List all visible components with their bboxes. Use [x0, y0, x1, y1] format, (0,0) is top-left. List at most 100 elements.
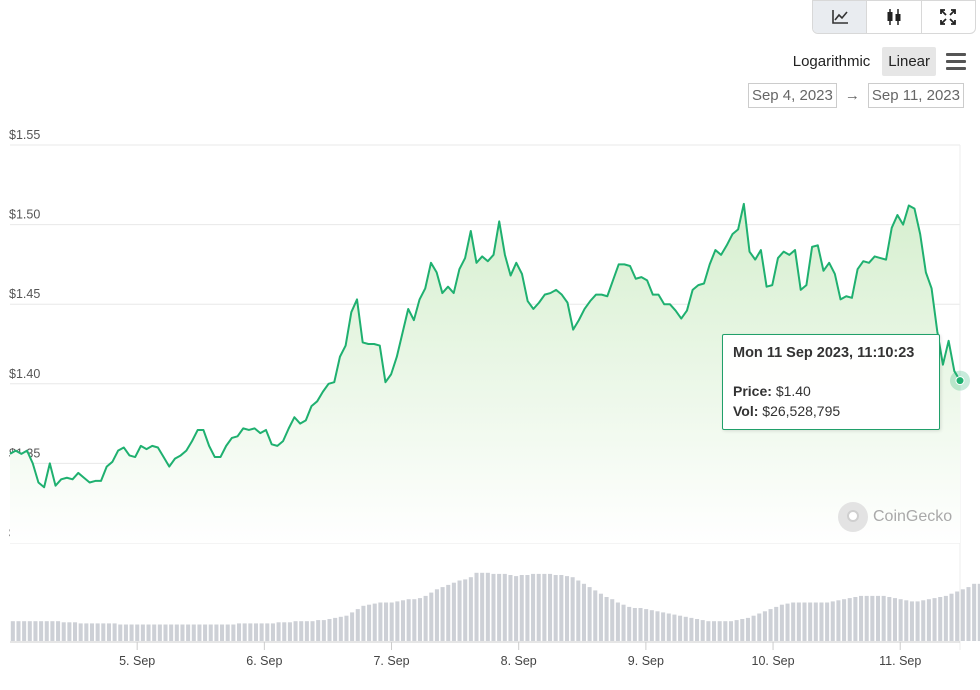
volume-bar	[287, 622, 292, 641]
tooltip-volume-row: Vol: $26,528,795	[733, 401, 929, 421]
volume-bar	[508, 575, 513, 641]
x-tick-label: 11. Sep	[879, 654, 921, 668]
volume-bar	[491, 573, 496, 641]
volume-bar	[728, 621, 734, 641]
volume-bar	[514, 576, 519, 641]
volume-bar	[50, 621, 55, 641]
volume-bar	[502, 573, 507, 641]
volume-bar	[293, 621, 298, 641]
volume-bar	[22, 621, 27, 641]
volume-bar	[649, 610, 654, 641]
volume-bar	[610, 599, 615, 641]
volume-bar	[157, 624, 162, 641]
scale-selector: Logarithmic Linear	[787, 46, 966, 76]
volume-bar	[604, 597, 609, 641]
date-range: Sep 4, 2023 → Sep 11, 2023	[747, 82, 964, 108]
volume-bar	[123, 624, 128, 641]
fullscreen-icon	[940, 9, 957, 25]
volume-bar	[44, 621, 49, 641]
volume-bar	[531, 573, 536, 641]
volume-bar	[106, 623, 111, 641]
volume-bar	[282, 622, 287, 641]
volume-bar	[186, 624, 191, 641]
y-tick-label: $1.50	[9, 208, 40, 222]
volume-bar	[463, 579, 468, 641]
volume-bar	[236, 623, 242, 641]
volume-bar	[836, 600, 841, 641]
chart-tooltip: Mon 11 Sep 2023, 11:10:23 Price: $1.40 V…	[722, 334, 940, 430]
volume-bar	[977, 583, 980, 641]
hover-marker	[955, 376, 965, 386]
volume-bar	[265, 623, 270, 641]
volume-bar	[56, 621, 61, 641]
tooltip-timestamp: Mon 11 Sep 2023, 11:10:23	[733, 345, 915, 361]
volume-bar	[485, 572, 490, 641]
volume-bar	[276, 622, 281, 641]
volume-bar	[140, 624, 145, 641]
candlestick-button[interactable]	[867, 1, 922, 33]
volume-bar	[542, 573, 547, 641]
volume-bar	[225, 624, 230, 641]
volume-bar	[400, 600, 406, 641]
range-end-input[interactable]: Sep 11, 2023	[867, 82, 964, 108]
volume-bar	[451, 582, 456, 641]
linear-option[interactable]: Linear	[882, 46, 936, 76]
volume-bar	[253, 623, 259, 641]
volume-bar	[367, 604, 372, 641]
volume-bar	[898, 599, 903, 641]
volume-bar	[689, 617, 694, 641]
volume-bar	[785, 603, 790, 641]
y-tick-label: $1.45	[9, 287, 40, 301]
x-tick-label: 8. Sep	[501, 654, 537, 668]
volume-bar	[457, 580, 462, 641]
volume-bar	[644, 609, 649, 641]
volume-bar	[434, 589, 439, 641]
volume-bar	[214, 624, 219, 641]
volume-bar	[887, 597, 892, 641]
volume-bar	[61, 622, 66, 641]
volume-bar	[881, 595, 886, 641]
fullscreen-button[interactable]	[922, 1, 975, 33]
volume-bar	[333, 617, 338, 641]
x-axis: 5. Sep 6. Sep 7. Sep 8. Sep 9. Sep 10. Sep 11.…	[10, 641, 960, 668]
candlestick-icon	[887, 9, 901, 25]
volume-bar	[672, 614, 677, 641]
volume-bar	[203, 624, 208, 641]
range-start-input[interactable]: Sep 4, 2023	[747, 82, 837, 108]
volume-bar	[270, 623, 275, 641]
hamburger-menu-icon[interactable]	[946, 52, 966, 70]
y-tick-label: $1.55	[9, 128, 40, 142]
volume-bar	[847, 598, 852, 641]
volume-bar	[497, 573, 502, 641]
volume-bar	[33, 621, 38, 641]
volume-bar	[384, 602, 389, 641]
tooltip-price-value: $1.40	[775, 383, 811, 399]
volume-bar	[423, 595, 428, 641]
volume-bar	[338, 616, 343, 641]
volume-bar	[966, 587, 971, 641]
volume-bar	[627, 606, 632, 641]
volume-bar	[892, 598, 897, 641]
volume-bar	[197, 624, 202, 641]
price-area	[10, 203, 960, 543]
logarithmic-option[interactable]: Logarithmic	[792, 52, 871, 70]
volume-bar	[825, 602, 830, 641]
volume-bar	[904, 600, 909, 641]
volume-bar	[129, 624, 134, 641]
volume-bar	[757, 613, 762, 641]
tooltip-price-label: Price:	[733, 383, 772, 399]
volume-bar	[242, 623, 247, 641]
volume-bar	[717, 621, 722, 641]
x-tick-label: 6. Sep	[246, 654, 282, 668]
volume-bar	[655, 611, 660, 641]
volume-bar	[259, 623, 264, 641]
volume-bar	[191, 624, 196, 641]
line-chart-button[interactable]	[813, 1, 868, 33]
volume-bar	[621, 604, 626, 641]
volume-bar	[859, 595, 864, 641]
volume-bar	[598, 593, 603, 641]
volume-bar	[870, 595, 875, 641]
volume-bar	[208, 624, 213, 641]
volume-bar	[372, 603, 377, 641]
